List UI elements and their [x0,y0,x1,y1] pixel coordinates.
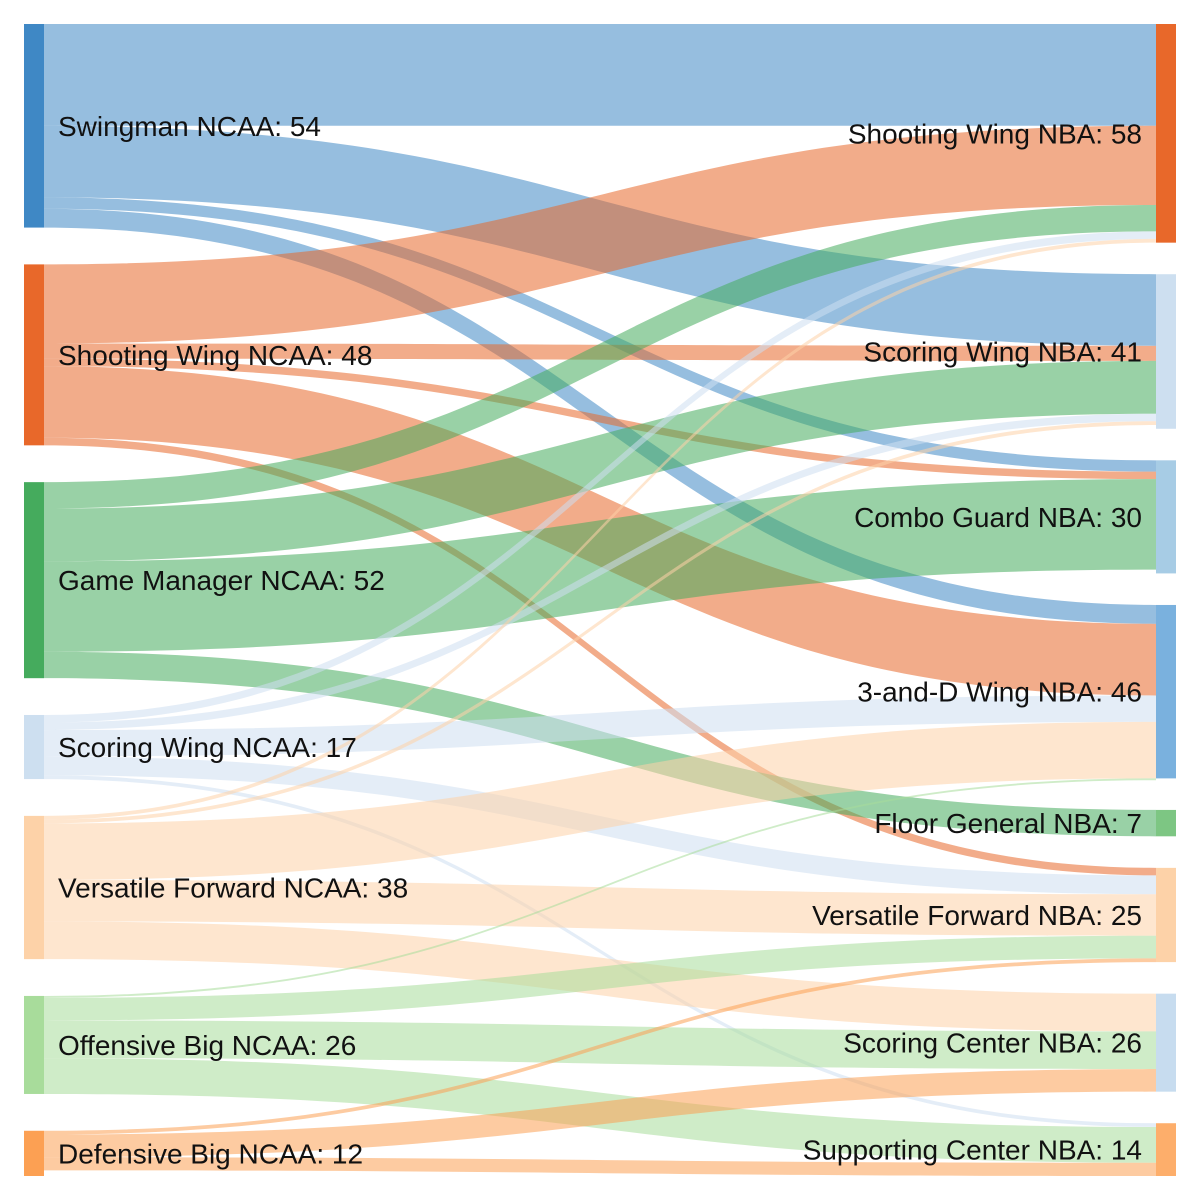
source-node-offensive_big [24,995,44,1094]
target-label-three_and_d: 3-and-D Wing NBA: 46 [857,677,1142,708]
link-offensive_big-to-versatile_forward [44,935,1156,1021]
link-scoring_wing-to-shooting_wing [44,231,1156,723]
link-defensive_big-to-supporting_center [44,1157,1156,1176]
target-label-scoring_wing: Scoring Wing NBA: 41 [863,336,1142,367]
target-label-combo_guard: Combo Guard NBA: 30 [854,502,1142,533]
target-label-supporting_center: Supporting Center NBA: 14 [803,1135,1142,1166]
link-shooting_wing-to-shooting_wing [44,125,1156,344]
link-offensive_big-to-three_and_d [44,778,1156,998]
target-node-scoring_wing [1156,274,1176,429]
source-label-swingman: Swingman NCAA: 54 [58,111,321,142]
source-node-game_manager [24,482,44,679]
sankey-labels: Swingman NCAA: 54 Shooting Wing NCAA: 48 G… [58,111,1142,1170]
target-label-versatile_forward: Versatile Forward NBA: 25 [812,900,1142,931]
source-node-versatile_forward [24,815,44,960]
link-versatile_forward-to-versatile_forward [44,879,1156,936]
link-game_manager-to-scoring_wing [44,360,1156,562]
link-game_manager-to-floor_general [44,651,1156,837]
target-node-versatile_forward [1156,867,1176,963]
link-swingman-to-combo_guard [44,197,1156,472]
source-label-defensive_big: Defensive Big NCAA: 12 [58,1138,363,1169]
target-node-shooting_wing [1156,24,1176,243]
link-shooting_wing-to-combo_guard [44,358,1156,480]
sankey-links [44,24,1156,1176]
link-scoring_wing-to-three_and_d [44,695,1156,757]
target-label-floor_general: Floor General NBA: 7 [874,808,1142,839]
source-node-defensive_big [24,1130,44,1176]
link-versatile_forward-to-scoring_wing [44,421,1156,824]
source-node-shooting_wing [24,264,44,446]
target-node-scoring_center [1156,993,1176,1092]
link-game_manager-to-shooting_wing [44,204,1156,509]
source-label-offensive_big: Offensive Big NCAA: 26 [58,1030,356,1061]
link-versatile_forward-to-shooting_wing [44,238,1156,820]
link-scoring_wing-to-scoring_wing [44,413,1156,731]
source-label-versatile_forward: Versatile Forward NCAA: 38 [58,873,408,904]
source-label-scoring_wing: Scoring Wing NCAA: 17 [58,732,357,763]
sankey-nodes [24,24,1176,1176]
link-versatile_forward-to-three_and_d [44,721,1156,880]
link-defensive_big-to-scoring_center [44,1069,1156,1158]
source-node-scoring_wing [24,714,44,780]
target-label-scoring_center: Scoring Center NBA: 26 [843,1028,1142,1059]
target-label-shooting_wing: Shooting Wing NBA: 58 [848,118,1142,149]
source-node-swingman [24,24,44,228]
link-defensive_big-to-versatile_forward [44,958,1156,1135]
link-game_manager-to-combo_guard [44,479,1156,652]
link-scoring_wing-to-supporting_center [44,775,1156,1127]
source-label-game_manager: Game Manager NCAA: 52 [58,565,385,596]
source-label-shooting_wing: Shooting Wing NCAA: 48 [58,340,372,371]
target-node-supporting_center [1156,1123,1176,1176]
target-node-floor_general [1156,809,1176,837]
target-node-combo_guard [1156,460,1176,574]
link-shooting_wing-to-versatile_forward [44,437,1156,876]
link-swingman-to-shooting_wing [44,24,1156,126]
target-node-three_and_d [1156,604,1176,779]
